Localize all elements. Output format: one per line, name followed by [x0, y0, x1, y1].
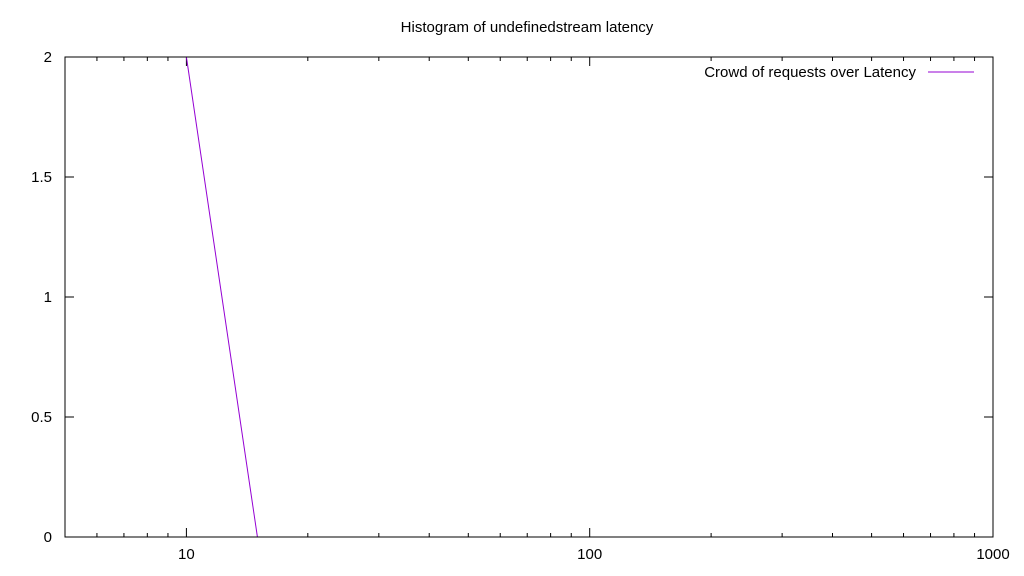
- y-axis: 0 0.5 1 1.5 2: [31, 49, 993, 546]
- y-tick-label: 0: [44, 529, 52, 546]
- y-tick-label: 1: [44, 289, 52, 306]
- legend-entry-label: Crowd of requests over Latency: [704, 64, 916, 81]
- y-tick-label: 0.5: [31, 409, 52, 426]
- x-tick-label: 1000: [976, 546, 1009, 563]
- x-tick-label: 100: [577, 546, 602, 563]
- legend: Crowd of requests over Latency: [704, 64, 974, 81]
- y-tick-label: 1.5: [31, 169, 52, 186]
- plot-frame: [64, 56, 994, 538]
- x-tick-label: 10: [178, 546, 195, 563]
- x-axis: 10 100 1000: [64, 57, 1010, 563]
- series-line: [185, 56, 258, 538]
- plot-series: [185, 56, 258, 538]
- y-tick-label: 2: [44, 49, 52, 66]
- chart-title: Histogram of undefinedstream latency: [401, 19, 654, 36]
